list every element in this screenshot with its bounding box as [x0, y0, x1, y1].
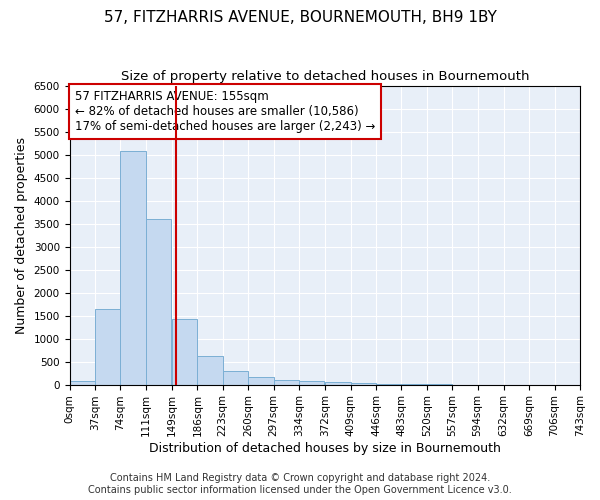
- Bar: [70, 382, 95, 384]
- X-axis label: Distribution of detached houses by size in Bournemouth: Distribution of detached houses by size …: [149, 442, 501, 455]
- Bar: [325, 382, 350, 384]
- Bar: [197, 356, 223, 384]
- Bar: [299, 381, 325, 384]
- Text: 57 FITZHARRIS AVENUE: 155sqm
← 82% of detached houses are smaller (10,586)
17% o: 57 FITZHARRIS AVENUE: 155sqm ← 82% of de…: [74, 90, 375, 133]
- Bar: [146, 219, 171, 384]
- Bar: [248, 378, 274, 384]
- Text: Contains HM Land Registry data © Crown copyright and database right 2024.
Contai: Contains HM Land Registry data © Crown c…: [88, 474, 512, 495]
- Bar: [350, 383, 376, 384]
- Y-axis label: Number of detached properties: Number of detached properties: [15, 136, 28, 334]
- Bar: [274, 380, 299, 384]
- Text: 57, FITZHARRIS AVENUE, BOURNEMOUTH, BH9 1BY: 57, FITZHARRIS AVENUE, BOURNEMOUTH, BH9 …: [104, 10, 496, 25]
- Bar: [172, 319, 197, 384]
- Bar: [121, 151, 146, 384]
- Bar: [223, 371, 248, 384]
- Bar: [95, 308, 121, 384]
- Title: Size of property relative to detached houses in Bournemouth: Size of property relative to detached ho…: [121, 70, 529, 83]
